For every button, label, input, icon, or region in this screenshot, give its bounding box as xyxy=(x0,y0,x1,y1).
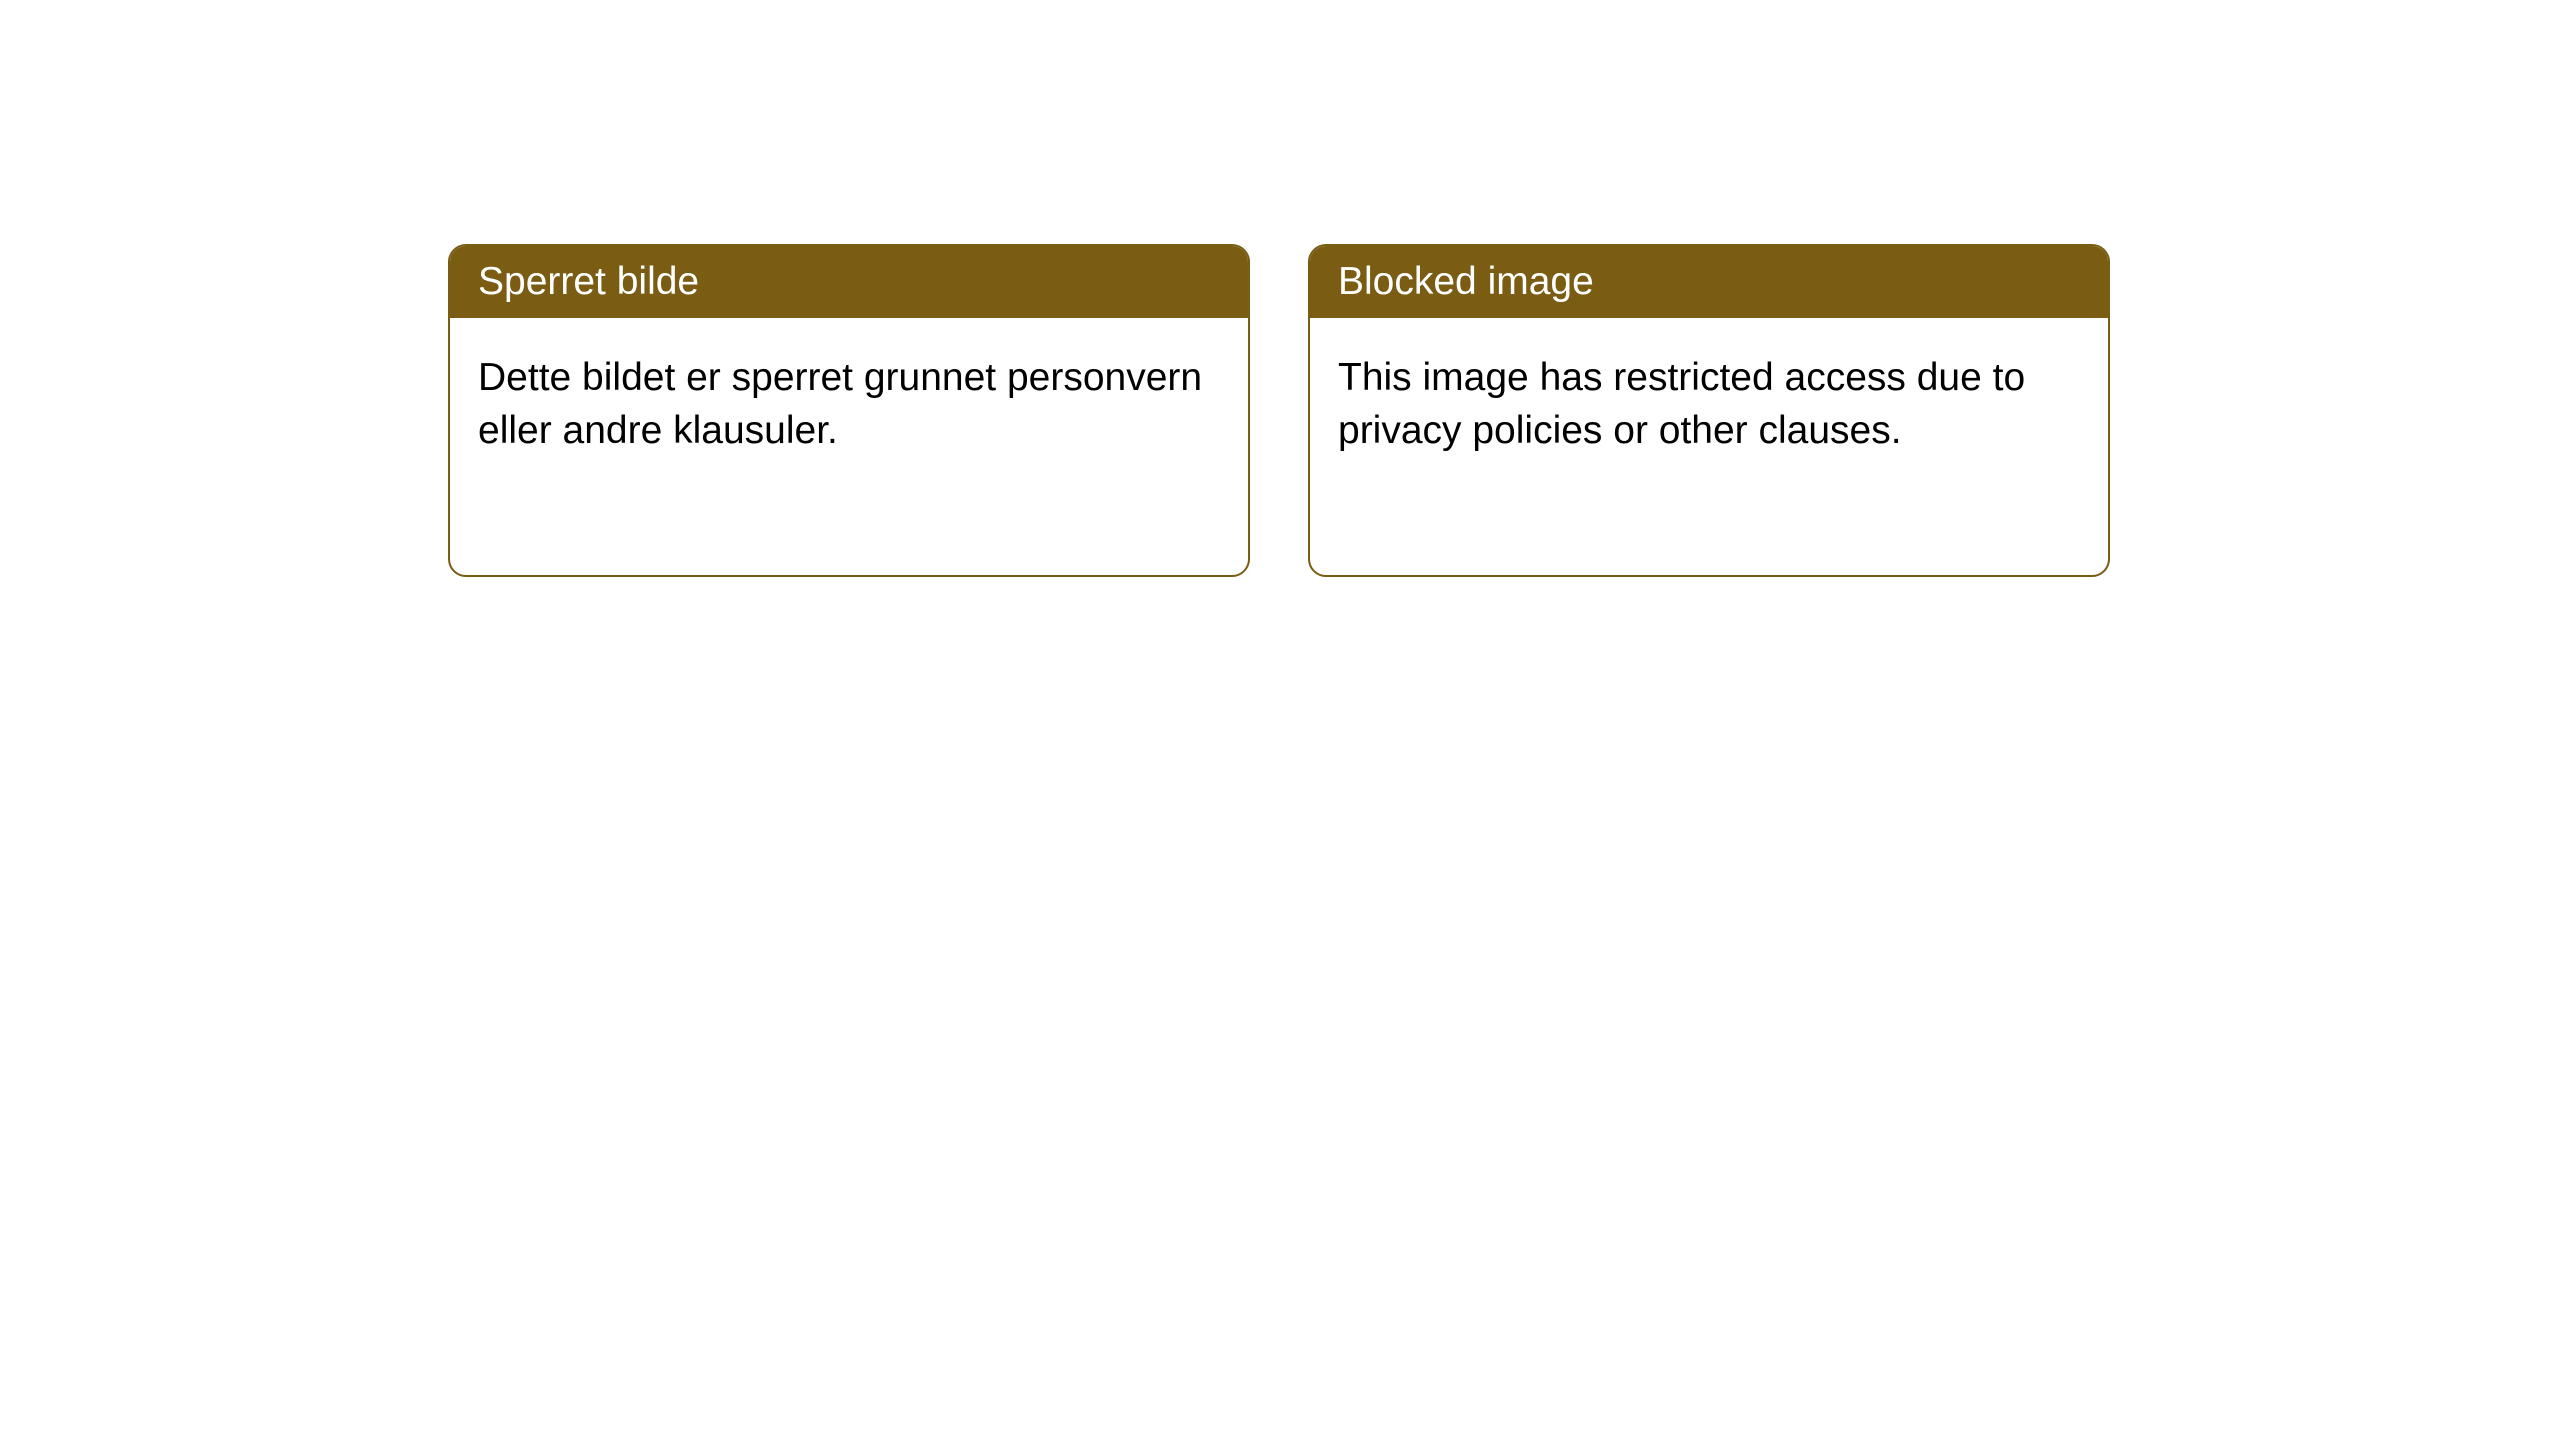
notice-body: This image has restricted access due to … xyxy=(1310,318,2108,491)
notice-title: Blocked image xyxy=(1310,246,2108,318)
notice-body: Dette bildet er sperret grunnet personve… xyxy=(450,318,1248,491)
notice-title: Sperret bilde xyxy=(450,246,1248,318)
notice-container: Sperret bilde Dette bildet er sperret gr… xyxy=(448,244,2110,577)
notice-card-english: Blocked image This image has restricted … xyxy=(1308,244,2110,577)
notice-card-norwegian: Sperret bilde Dette bildet er sperret gr… xyxy=(448,244,1250,577)
